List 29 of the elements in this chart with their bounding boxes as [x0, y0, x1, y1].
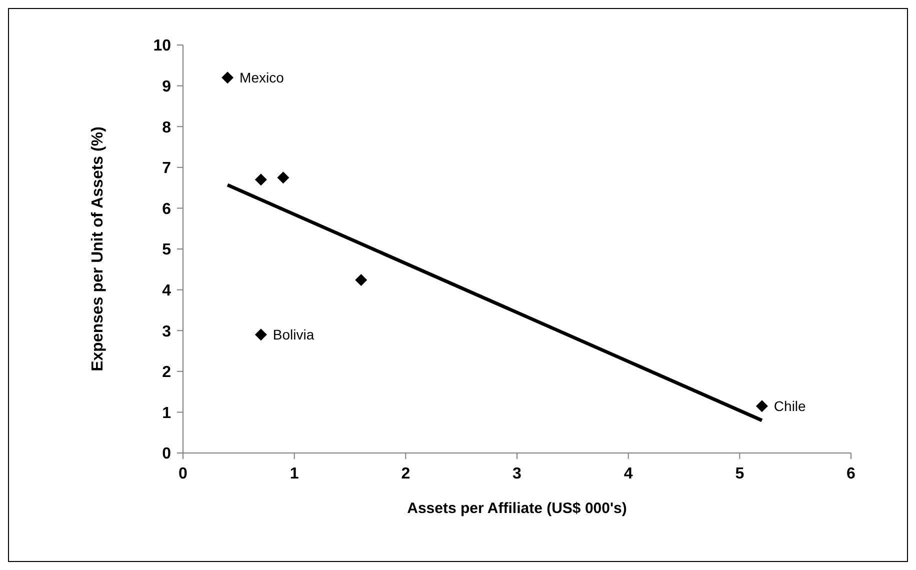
- x-tick-label: 3: [512, 465, 522, 482]
- annotation: Bolivia: [272, 326, 314, 343]
- y-tick-label: 4: [162, 282, 172, 300]
- y-tick-label: 10: [153, 38, 172, 55]
- annotation: Mexico: [240, 70, 284, 86]
- x-tick-label: 1: [290, 465, 299, 482]
- x-tick-label: 6: [846, 465, 856, 482]
- y-tick-label: 2: [162, 364, 172, 382]
- y-tick-label: 7: [162, 160, 172, 178]
- y-axis-title: Expenses per Unit of Assets (%): [90, 126, 107, 372]
- x-axis-title: Assets per Affiliate (US$ 000's): [407, 500, 627, 517]
- point: [254, 328, 267, 341]
- x-tick-label: 0: [178, 465, 188, 482]
- point: [222, 72, 234, 84]
- point: [254, 174, 267, 186]
- point: [756, 400, 768, 412]
- point: [355, 274, 368, 286]
- y-tick-label: 5: [162, 242, 172, 259]
- y-tick-label: 6: [162, 200, 172, 218]
- x-tick-label: 2: [401, 465, 410, 482]
- y-tick-label: 1: [162, 404, 172, 422]
- x-tick-label: 4: [624, 465, 633, 482]
- annotation: Chile: [774, 398, 806, 414]
- x-tick-label: 5: [735, 465, 744, 482]
- y-tick-label: 0: [162, 446, 172, 463]
- y-tick-label: 8: [162, 119, 172, 136]
- y-tick-label: 3: [162, 323, 172, 340]
- point: [277, 172, 290, 184]
- y-tick-label: 9: [162, 78, 172, 96]
